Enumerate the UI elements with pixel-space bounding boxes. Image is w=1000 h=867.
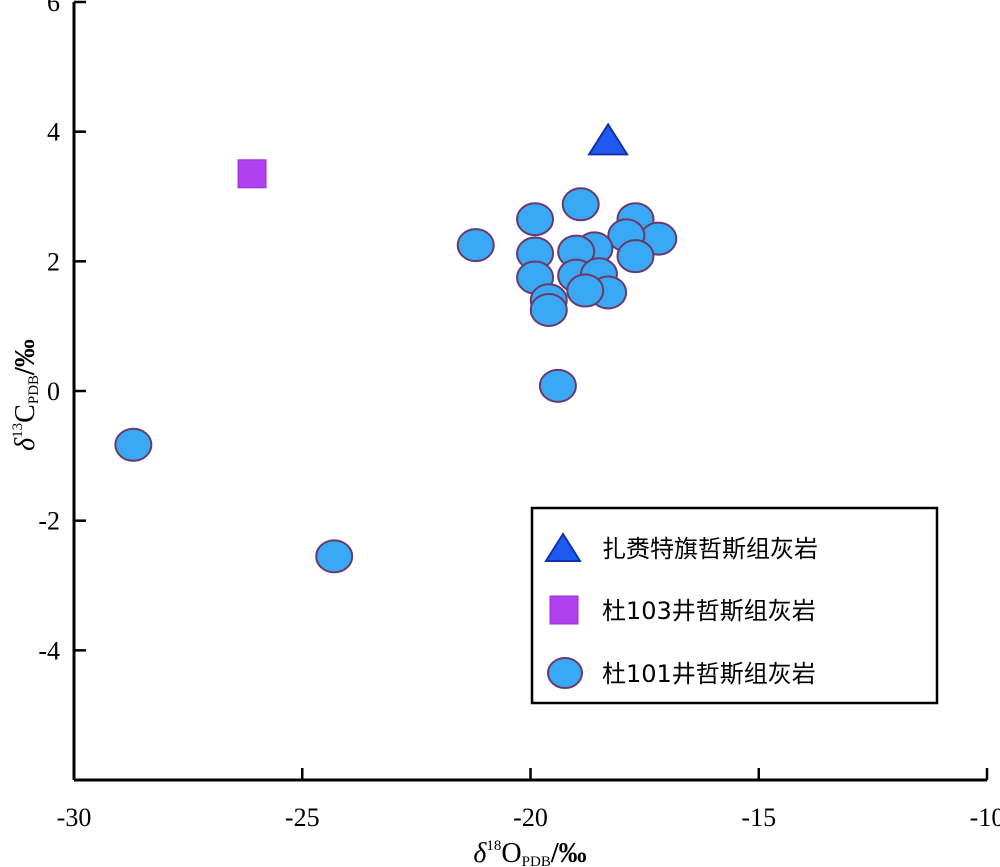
x-label-sup: 18	[486, 838, 501, 854]
data-point-series-2-1	[315, 539, 354, 574]
legend-circle-icon	[547, 657, 583, 689]
y-label-delta: δ	[10, 437, 41, 451]
data-point-series-2-5	[561, 187, 600, 222]
x-label-unit: /‰	[550, 838, 587, 867]
x-tick-label: -30	[57, 803, 92, 832]
data-point-series-0-0	[587, 122, 629, 156]
y-label-sub: PDB	[26, 375, 42, 404]
y-tick-label: -4	[38, 636, 60, 665]
data-point-series-2-3	[538, 368, 577, 403]
x-axis-label: δ18OPDB/‰	[473, 838, 586, 867]
legend-label-zhalaiteqi: 扎赉特旗哲斯组灰岩	[602, 535, 818, 563]
x-tick-label: -10	[970, 803, 1000, 832]
legend-square-icon	[549, 595, 579, 625]
legend-label-du103: 杜103井哲斯组灰岩	[602, 597, 816, 625]
data-point-series-2-19	[529, 292, 568, 327]
data-point-series-2-0	[114, 427, 153, 462]
legend-label-du101: 杜101井哲斯组灰岩	[602, 660, 816, 688]
data-point-series-2-4	[516, 202, 555, 237]
x-tick-label: -25	[285, 803, 320, 832]
legend: 扎赉特旗哲斯组灰岩 杜103井哲斯组灰岩 杜101井哲斯组灰岩	[530, 506, 939, 705]
data-point-series-1-0	[237, 159, 267, 189]
tick-labels: -30 -25 -20 -15 -10 6 4 2 0 -2 -4	[38, 0, 1000, 832]
y-label-unit: /‰	[10, 339, 41, 376]
data-points	[114, 122, 678, 574]
y-tick-label: 6	[47, 0, 60, 17]
y-tick-label: 2	[47, 247, 60, 276]
y-tick-label: 4	[47, 118, 60, 147]
ticks	[72, 0, 989, 780]
data-point-series-2-17	[566, 273, 605, 308]
legend-box	[530, 506, 939, 705]
data-point-series-2-9	[616, 239, 655, 274]
legend-triangle-icon	[544, 532, 582, 562]
y-tick-label: 0	[47, 377, 60, 406]
y-axis-label: δ13CPDB/‰	[10, 339, 42, 451]
data-point-series-2-2	[456, 228, 495, 263]
x-label-delta: δ	[473, 838, 487, 867]
y-label-main: C	[10, 404, 41, 423]
x-tick-label: -20	[513, 803, 548, 832]
x-label-sub: PDB	[522, 854, 551, 867]
y-tick-label: -2	[38, 507, 60, 536]
x-label-main: O	[501, 838, 521, 867]
y-label-sup: 13	[10, 423, 26, 438]
x-tick-label: -15	[741, 803, 776, 832]
